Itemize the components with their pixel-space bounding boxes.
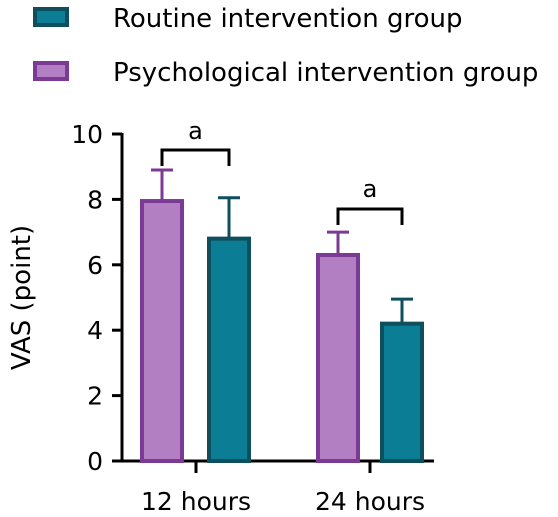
- legend-label: Routine intervention group: [113, 4, 462, 34]
- x-tick-label: 24 hours: [315, 487, 425, 516]
- bar: [207, 236, 251, 463]
- legend-label: Psychological intervention group: [113, 58, 538, 88]
- bar: [140, 199, 184, 463]
- y-axis-title: VAS (point): [7, 225, 37, 370]
- y-tick-label: 6: [87, 251, 103, 280]
- significance-label: a: [188, 117, 203, 145]
- legend-swatch: [33, 7, 69, 27]
- significance-label: a: [363, 175, 378, 203]
- y-tick-label: 2: [87, 382, 103, 411]
- bar: [380, 321, 424, 463]
- significance-bracket: [160, 148, 231, 166]
- bar: [316, 252, 360, 463]
- y-tick-label: 4: [87, 316, 103, 345]
- x-tick-label: 12 hours: [141, 487, 251, 516]
- significance-bracket: [336, 207, 404, 225]
- y-tick-label: 8: [87, 185, 103, 214]
- legend-swatch: [33, 61, 69, 81]
- y-tick-label: 0: [87, 447, 103, 476]
- y-tick-label: 10: [71, 120, 103, 149]
